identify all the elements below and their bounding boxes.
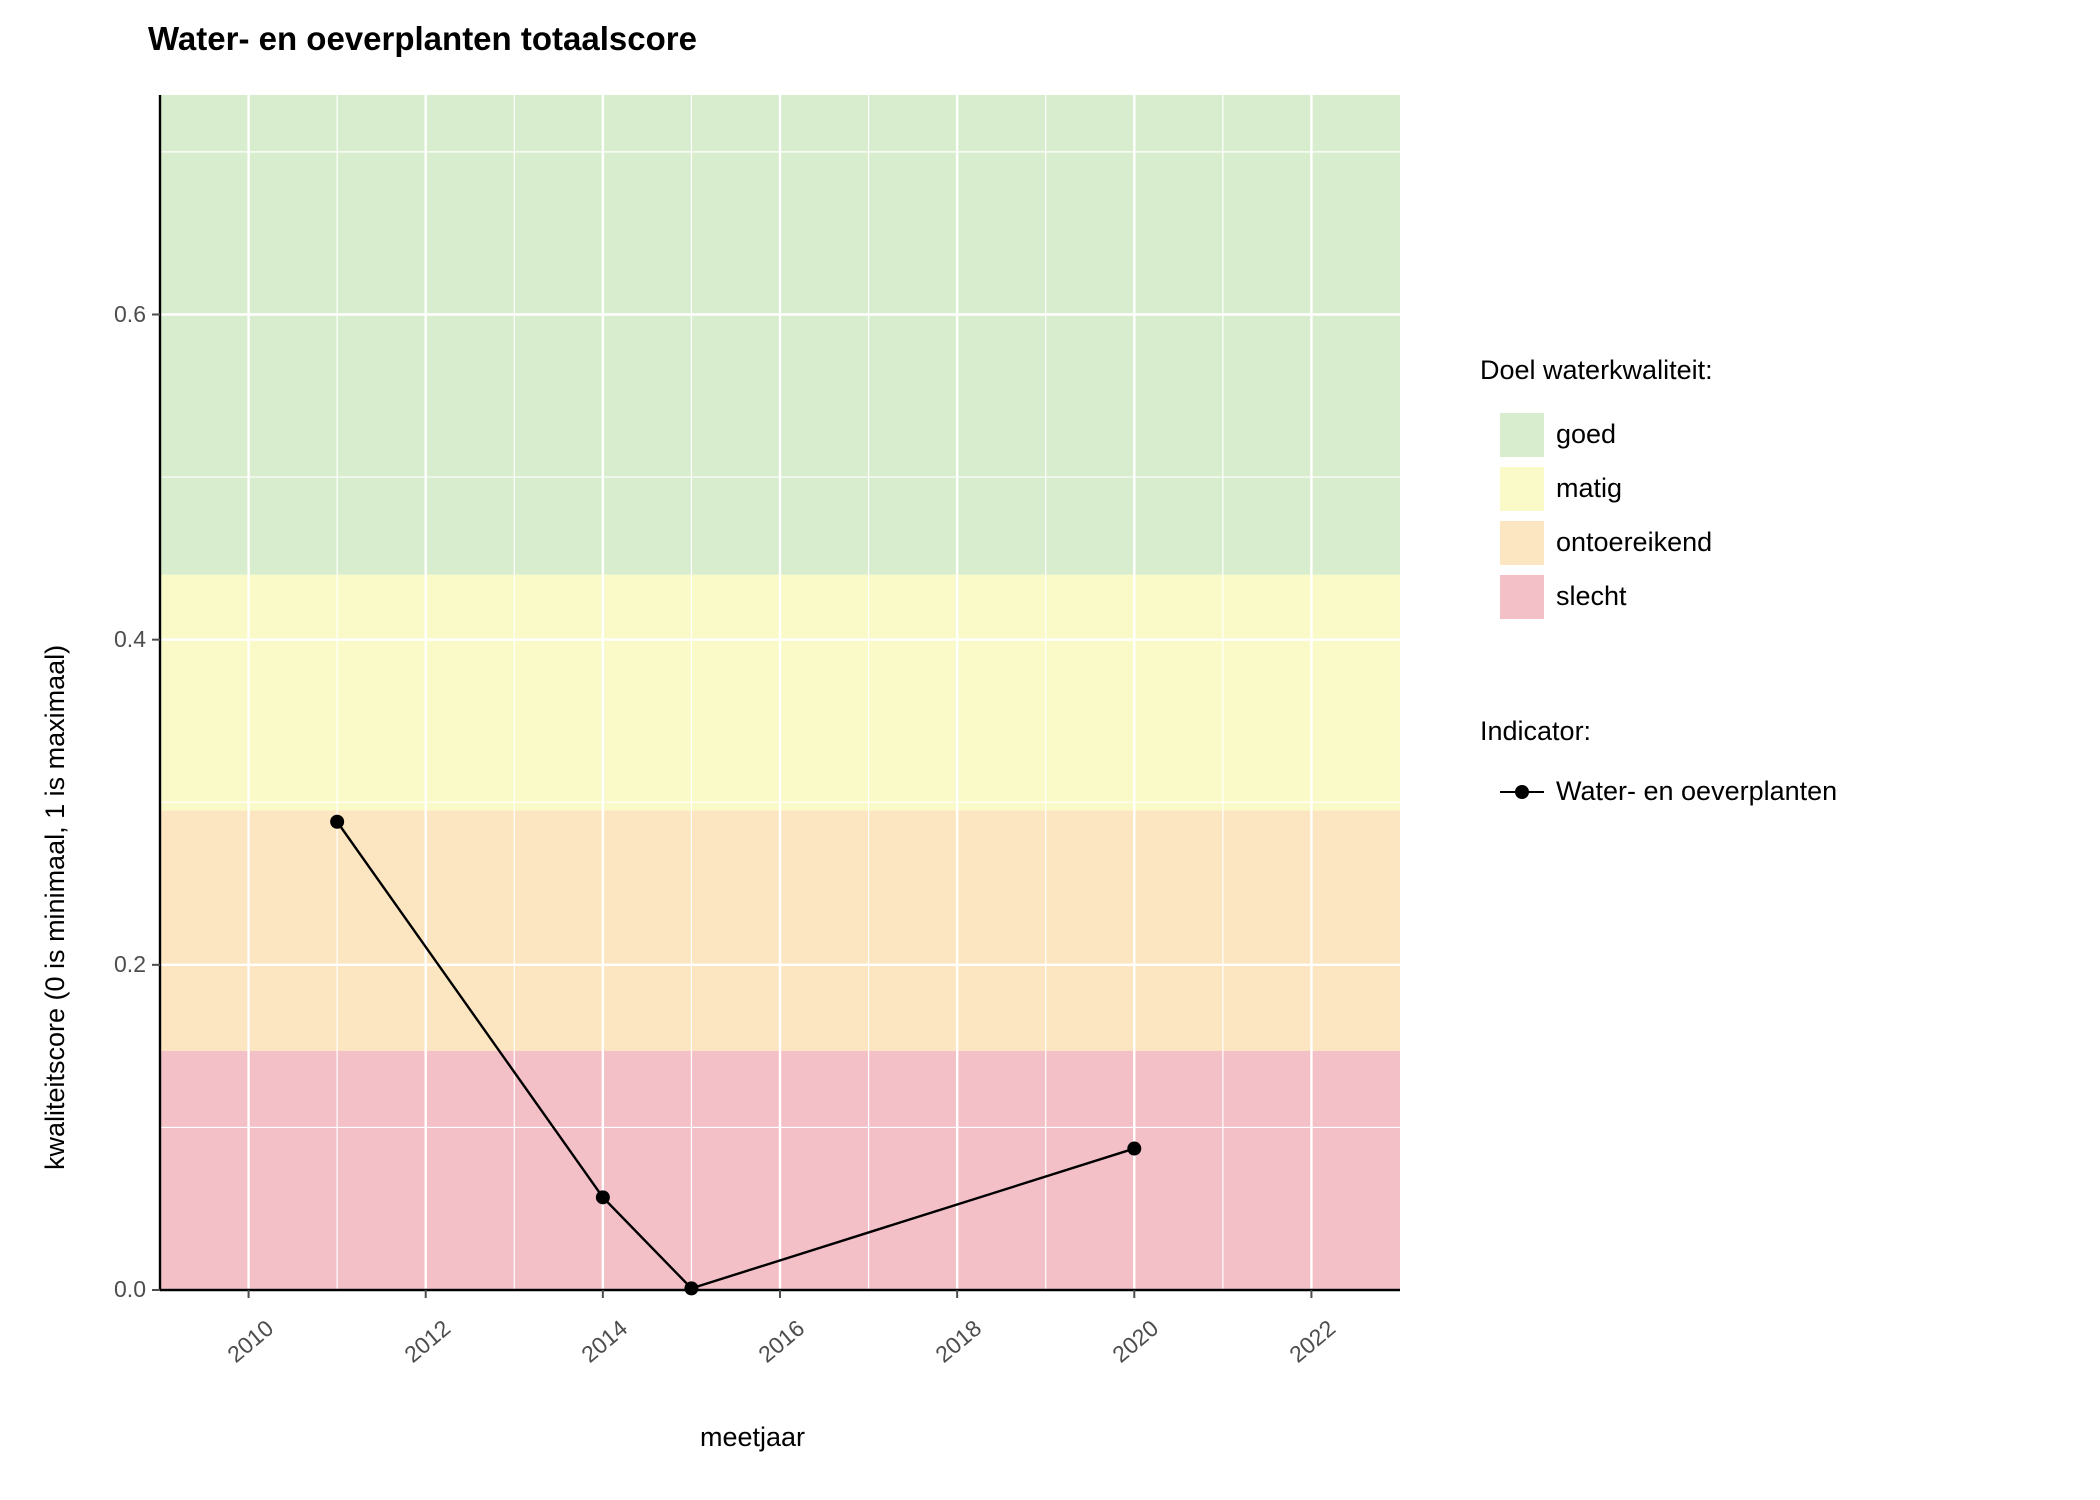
legend-indicator-point [1515, 785, 1529, 799]
legend-swatch [1500, 413, 1544, 457]
legend-indicator-label: Water- en oeverplanten [1556, 776, 1837, 807]
legend-swatch [1500, 575, 1544, 619]
legend-label: matig [1556, 473, 1622, 504]
chart-plot [0, 0, 2100, 1500]
legend-title-indicator: Indicator: [1480, 716, 1591, 747]
legend-title-bands: Doel waterkwaliteit: [1480, 355, 1713, 386]
legend-label: slecht [1556, 581, 1627, 612]
y-tick-label: 0.0 [114, 1276, 146, 1303]
y-tick-label: 0.2 [114, 951, 146, 978]
legend-label: ontoereikend [1556, 527, 1712, 558]
y-tick-label: 0.4 [114, 626, 146, 653]
legend-label: goed [1556, 419, 1616, 450]
legend-swatch [1500, 521, 1544, 565]
y-tick-label: 0.6 [114, 301, 146, 328]
legend-swatch [1500, 467, 1544, 511]
